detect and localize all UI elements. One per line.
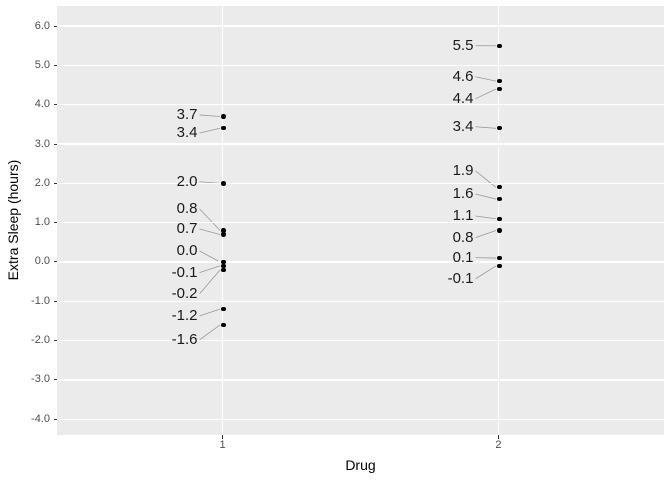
y-gridline — [57, 340, 664, 342]
data-point — [497, 126, 502, 131]
data-point — [221, 259, 226, 265]
data-point — [497, 78, 502, 84]
y-tick-mark — [53, 143, 57, 145]
data-point-label: 1.9 — [452, 161, 474, 179]
x-tick-mark — [222, 435, 224, 439]
data-point — [221, 232, 226, 237]
data-point-label: 1.1 — [452, 206, 474, 224]
y-tick-label: 4.0 — [34, 98, 50, 111]
data-point — [497, 86, 502, 92]
data-point-label: 2.0 — [176, 172, 198, 190]
y-gridline — [57, 25, 664, 27]
y-tick-mark — [53, 182, 57, 184]
data-point — [497, 216, 502, 221]
y-tick-mark — [53, 300, 57, 302]
data-point-label: -0.1 — [171, 263, 198, 281]
data-point-label: 3.4 — [176, 124, 198, 141]
y-gridline — [57, 300, 664, 302]
y-axis-title: Extra Sleep (hours) — [5, 159, 21, 281]
data-point — [221, 322, 226, 328]
y-tick-mark — [53, 104, 57, 106]
x-gridline — [221, 6, 224, 435]
data-point-label: 4.4 — [452, 89, 474, 107]
data-point-label: -0.1 — [447, 269, 474, 287]
y-tick-label: -4.0 — [31, 412, 50, 425]
y-tick-mark — [53, 379, 57, 381]
data-point-label: 0.8 — [176, 199, 198, 217]
y-tick-label: 3.0 — [34, 137, 50, 150]
y-tick-label: 6.0 — [34, 19, 50, 32]
y-tick-mark — [53, 418, 57, 420]
x-axis-title: Drug — [345, 457, 376, 473]
plot-panel — [57, 6, 664, 435]
data-point — [497, 228, 502, 233]
data-point-label: 0.0 — [176, 241, 198, 259]
data-point — [497, 185, 502, 190]
data-point-label: 5.5 — [452, 36, 474, 54]
data-point — [221, 181, 226, 186]
y-gridline — [57, 182, 664, 184]
y-gridline — [57, 143, 664, 145]
y-gridline — [57, 379, 664, 381]
x-tick-label: 2 — [495, 439, 502, 451]
data-point-label: 0.7 — [176, 219, 198, 237]
data-point — [497, 43, 502, 48]
y-tick-label: 2.0 — [34, 176, 50, 189]
y-tick-mark — [53, 25, 57, 27]
y-gridline — [57, 104, 664, 106]
data-point — [221, 306, 226, 312]
x-tick-label: 1 — [219, 439, 226, 451]
data-point-label: 0.1 — [452, 248, 474, 266]
y-tick-mark — [53, 340, 57, 342]
y-gridline — [57, 418, 664, 420]
y-tick-label: 5.0 — [34, 58, 50, 71]
x-tick-mark — [497, 435, 499, 439]
y-tick-label: -2.0 — [31, 334, 50, 347]
data-point-label: 1.6 — [452, 184, 474, 202]
data-point — [221, 267, 226, 273]
y-tick-label: 0.0 — [34, 255, 50, 268]
data-point — [221, 263, 226, 269]
data-point-label: 0.8 — [452, 228, 474, 246]
data-point-label: -1.6 — [171, 330, 198, 348]
data-point-label: -1.2 — [171, 306, 198, 324]
data-point-label: 4.6 — [452, 67, 474, 85]
data-point — [497, 255, 502, 261]
y-gridline — [57, 222, 664, 224]
data-point-label: -0.2 — [171, 284, 198, 302]
y-tick-mark — [53, 222, 57, 224]
y-tick-mark — [53, 261, 57, 263]
data-point-label: 3.4 — [452, 117, 474, 135]
y-gridline — [57, 261, 664, 263]
y-tick-label: -1.0 — [31, 294, 50, 307]
data-point — [497, 263, 502, 269]
data-point-label: 3.7 — [176, 105, 198, 123]
y-tick-label: -3.0 — [31, 373, 50, 386]
y-tick-mark — [53, 64, 57, 66]
data-point — [221, 114, 226, 119]
data-point — [497, 196, 502, 202]
data-point — [221, 126, 226, 131]
y-gridline — [57, 64, 664, 66]
data-point — [221, 228, 226, 233]
y-tick-label: 1.0 — [34, 216, 50, 229]
